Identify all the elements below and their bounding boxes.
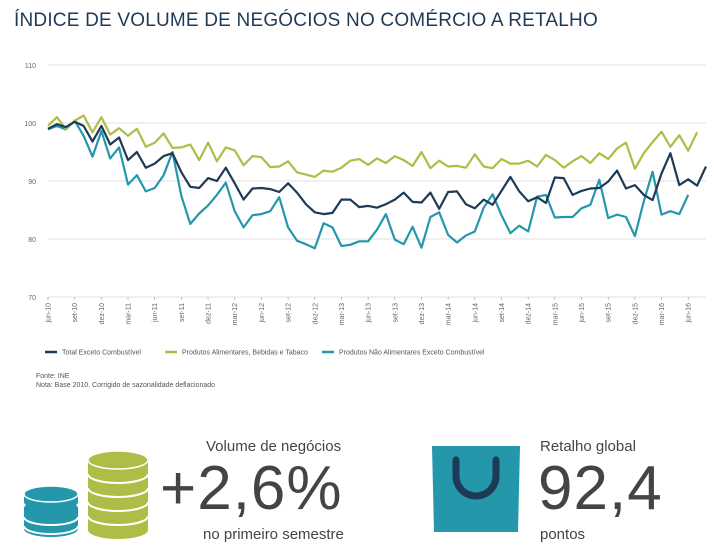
shopping-bag-icon: [432, 446, 520, 532]
volume-sub: no primeiro semestre: [203, 526, 344, 543]
series-line-total: [47, 120, 707, 216]
x-tick-label: dez-15: [632, 303, 639, 325]
x-tick-label: jun-16: [686, 303, 693, 324]
series-line-alimentares: [47, 114, 699, 178]
x-tick-label: mar-14: [446, 303, 453, 325]
x-tick-label: jun-15: [579, 303, 586, 324]
green-coin-stack: [87, 450, 149, 539]
x-tick-label: mar-13: [339, 303, 346, 325]
legend-label: Produtos Não Alimentares Exceto Combustí…: [339, 350, 485, 357]
x-tick-label: mar-11: [126, 303, 133, 325]
x-tick-label: jun-14: [472, 303, 479, 324]
volume-label: Volume de negócios: [206, 438, 342, 455]
x-tick-label: set-12: [286, 303, 293, 323]
retalho-label: Retalho global: [540, 438, 636, 455]
x-tick-label: dez-10: [99, 303, 106, 325]
y-tick-label: 90: [28, 179, 36, 186]
x-tick-label: mar-16: [659, 303, 666, 325]
x-tick-label: jun-13: [366, 303, 373, 324]
retalho-value: 92,4: [538, 454, 663, 523]
legend-label: Total Exceto Combustível: [62, 350, 141, 357]
x-tick-label: mar-12: [232, 303, 239, 325]
x-tick-label: mar-15: [552, 303, 559, 325]
volume-value: +2,6%: [160, 454, 343, 523]
page-title: ÍNDICE DE VOLUME DE NEGÓCIOS NO COMÉRCIO…: [14, 10, 598, 31]
x-tick-label: jun-12: [259, 303, 266, 324]
x-tick-label: dez-12: [312, 303, 319, 325]
x-tick-label: set-13: [392, 303, 399, 323]
x-tick-label: set-14: [499, 303, 506, 323]
coins-icon: [23, 450, 149, 539]
series-line-nao-alimentares: [47, 119, 690, 250]
x-tick-label: jun-10: [46, 303, 53, 324]
legend-label: Produtos Alimentares, Bebidas e Tabaco: [182, 350, 308, 357]
x-tick-label: dez-14: [526, 303, 533, 325]
chart-notes: Fonte: INE Nota: Base 2010. Corrigido de…: [36, 372, 215, 390]
y-tick-label: 100: [24, 121, 36, 128]
x-tick-label: set-10: [72, 303, 79, 323]
source-note: Fonte: INE: [36, 373, 70, 380]
x-tick-label: dez-13: [419, 303, 426, 325]
y-tick-label: 110: [25, 63, 36, 70]
base-note: Nota: Base 2010. Corrigido de sazonalida…: [36, 382, 216, 389]
teal-coin-stack: [23, 485, 79, 537]
y-tick-label: 80: [28, 237, 36, 244]
retalho-sub: pontos: [540, 526, 586, 543]
line-chart: 70 80 90 100 110 jun-10 set-10 dez-10 mar-11 jun…: [24, 63, 707, 357]
x-tick-label: set-15: [606, 303, 613, 323]
y-tick-label: 70: [28, 295, 36, 302]
x-tick-label: set-11: [179, 303, 186, 322]
x-tick-label: jun-11: [152, 303, 159, 323]
x-tick-label: dez-11: [206, 303, 213, 324]
